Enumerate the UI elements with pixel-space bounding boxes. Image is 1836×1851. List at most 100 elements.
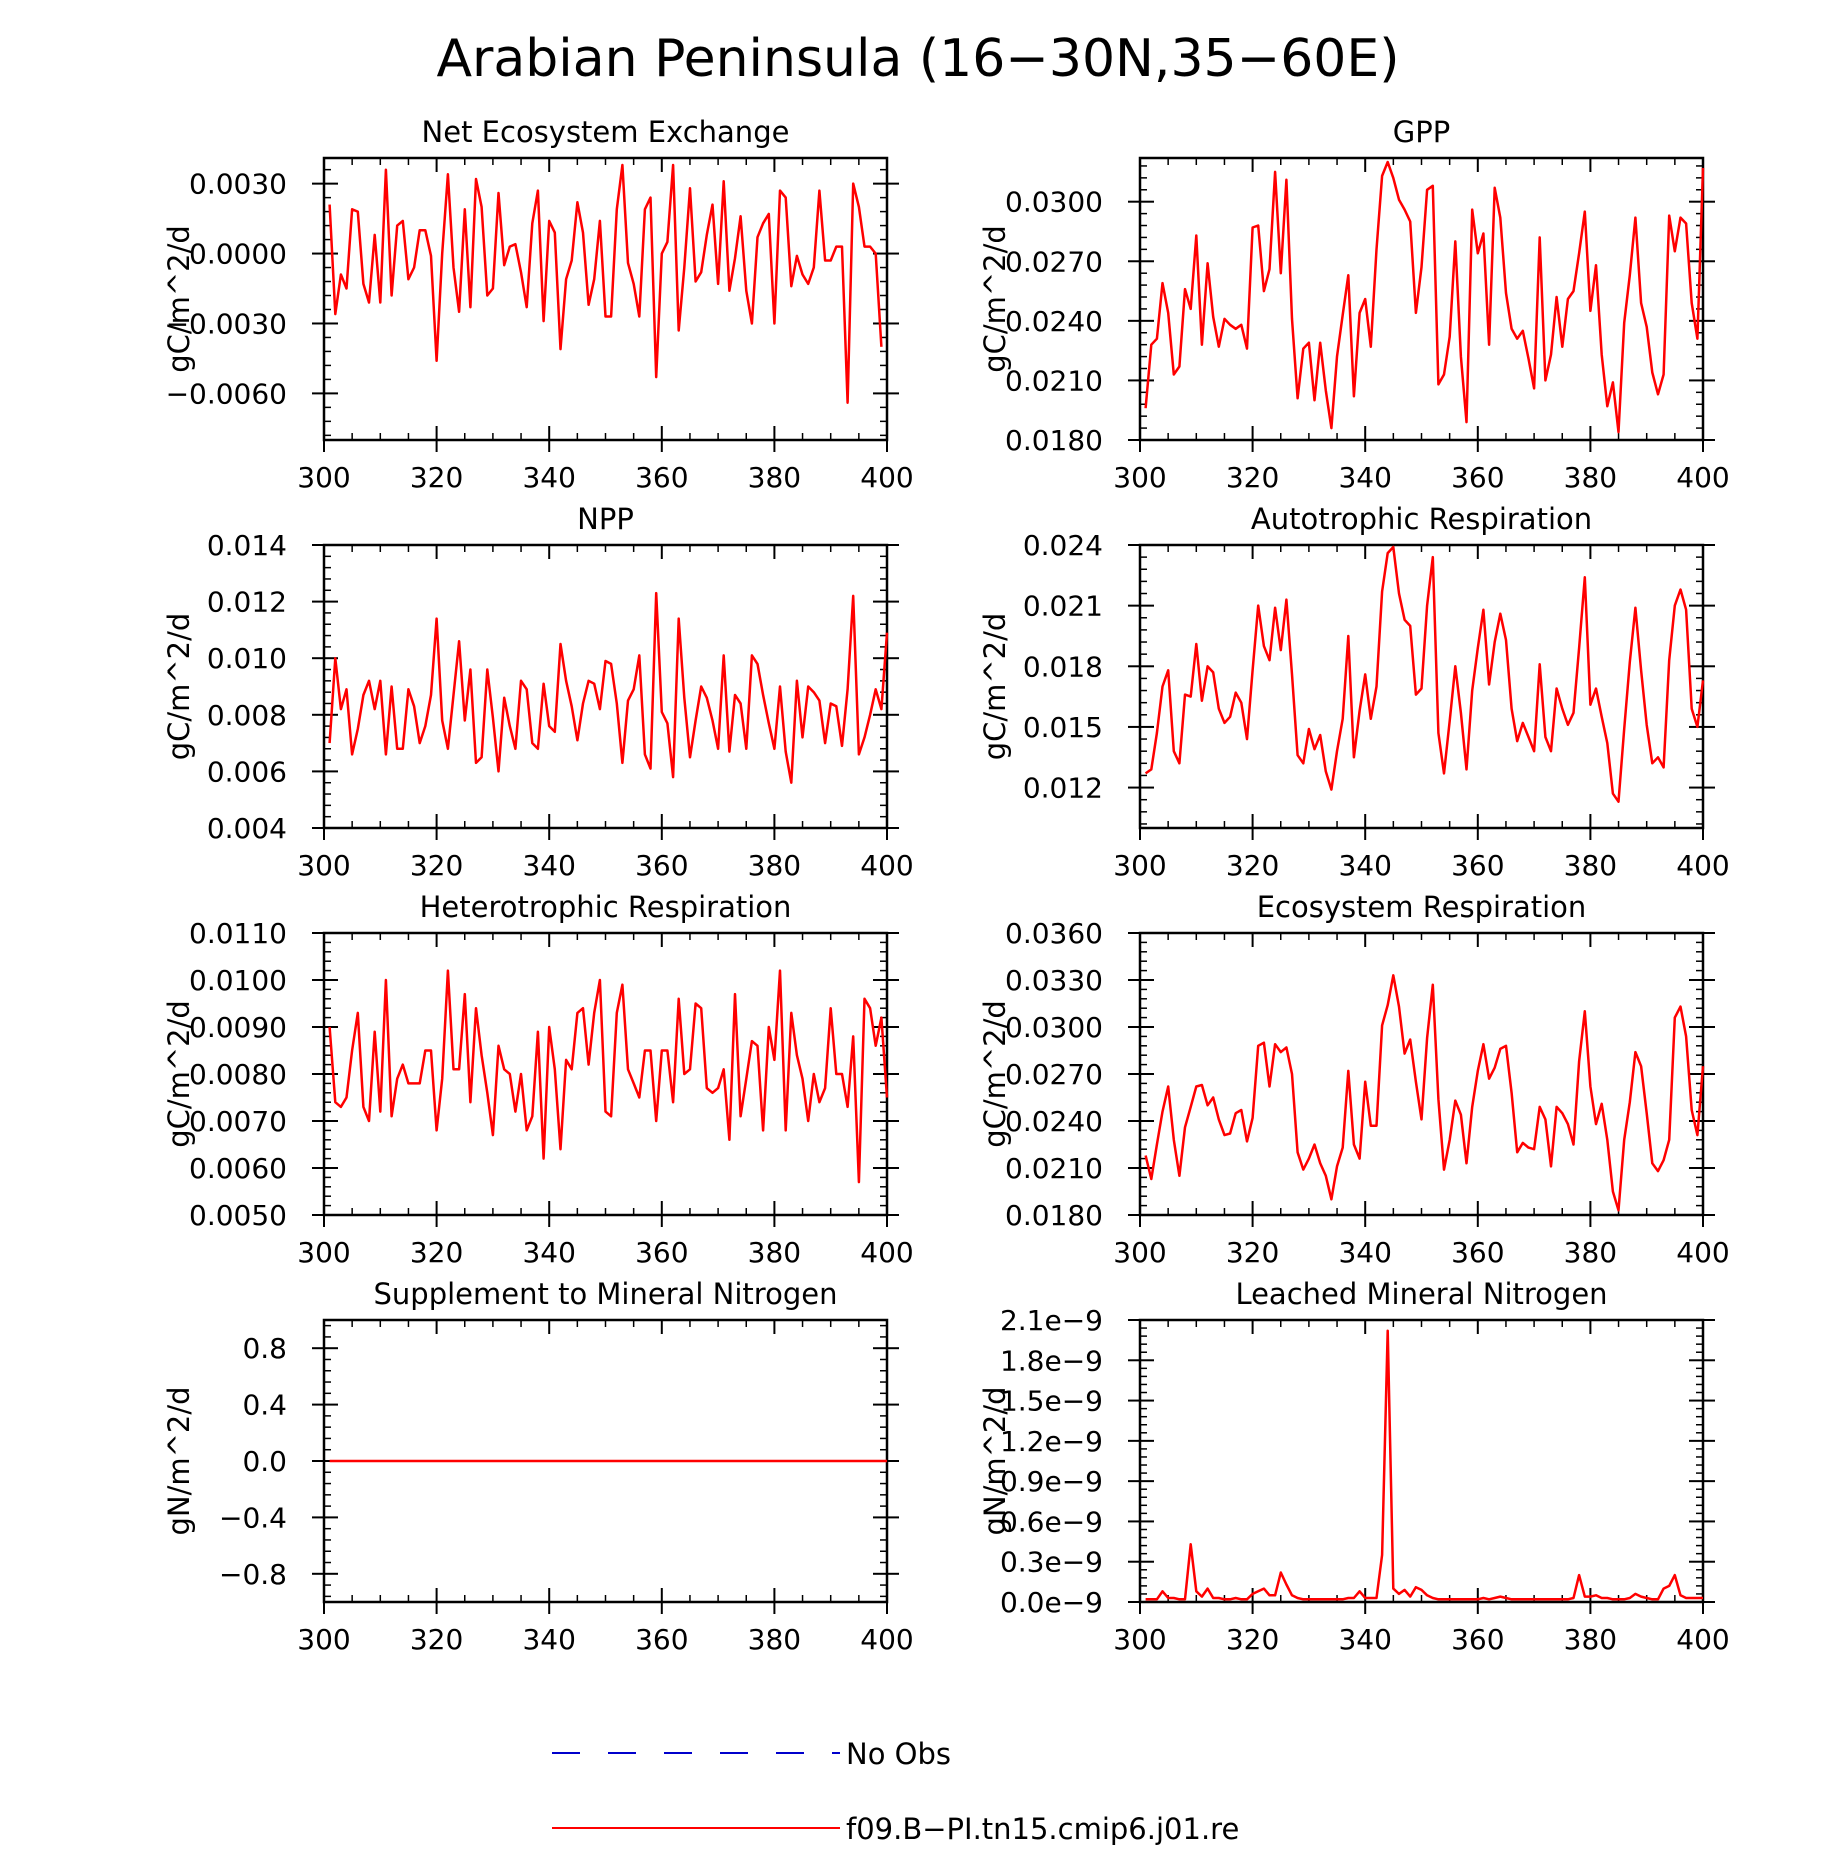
- x-tick-label: 380: [1564, 1623, 1617, 1656]
- series-line: [328, 591, 889, 784]
- y-tick-label: 1.5e−9: [1000, 1385, 1103, 1418]
- x-tick-label: 360: [1451, 1623, 1504, 1656]
- y-tick-label: 1.2e−9: [1000, 1425, 1103, 1458]
- x-tick-label: 340: [1338, 1623, 1391, 1656]
- series-line: [1144, 545, 1705, 803]
- ticks: [1128, 932, 1715, 1227]
- panels: Net Ecosystem Exchange gC/m^2/d 300 320 340 3…: [162, 115, 1730, 1656]
- ticks: [1128, 1319, 1715, 1614]
- x-tick-label: 300: [1113, 1236, 1166, 1269]
- y-tick-label: 0.6e−9: [1000, 1505, 1103, 1538]
- y-axis-label: gN/m^2/d: [162, 1386, 196, 1535]
- y-tick-label: 2.1e−9: [1000, 1304, 1103, 1337]
- y-tick-label: 0.0070: [189, 1105, 287, 1138]
- panel-title: GPP: [1393, 115, 1450, 149]
- x-tick-label: 380: [748, 461, 801, 494]
- legend-item-no-obs: No Obs: [552, 1737, 951, 1771]
- y-tick-label: 0.012: [207, 586, 287, 619]
- panel-4: Heterotrophic Respiration gC/m^2/d 300 320 3…: [162, 890, 914, 1269]
- y-axis-label: gC/m^2/d: [978, 613, 1012, 761]
- legend-item-model: f09.B−PI.tn15.cmip6.j01.re: [552, 1812, 1239, 1846]
- series-line: [328, 969, 889, 1184]
- plot-frame: [322, 543, 889, 830]
- y-tick-label: 0.0240: [1005, 1105, 1103, 1138]
- y-tick-label: 0.9e−9: [1000, 1465, 1103, 1498]
- x-tick-label: 300: [1113, 461, 1166, 494]
- x-tick-label: 380: [1564, 461, 1617, 494]
- x-tick-label: 400: [860, 1236, 913, 1269]
- y-axis-label: gC/m^2/d: [978, 1000, 1012, 1148]
- figure-title: Arabian Peninsula (16−30N,35−60E): [436, 29, 1399, 89]
- y-tick-label: 0.0270: [1005, 245, 1103, 278]
- x-tick-label: 320: [1226, 1623, 1279, 1656]
- x-tick-label: 300: [1113, 1623, 1166, 1656]
- y-tick-label: 0.014: [207, 529, 287, 562]
- y-tick-label: 0.0e−9: [1000, 1586, 1103, 1619]
- y-tick-label: 0.004: [207, 812, 287, 845]
- x-tick-label: 400: [860, 849, 913, 882]
- series-line: [1144, 974, 1705, 1212]
- x-tick-label: 360: [1451, 849, 1504, 882]
- y-tick-label: 0.0240: [1005, 305, 1103, 338]
- x-tick-label: 320: [410, 1236, 463, 1269]
- y-tick-label: −0.0060: [166, 377, 287, 410]
- x-tick-label: 380: [748, 1623, 801, 1656]
- panel-title: Supplement to Mineral Nitrogen: [374, 1277, 838, 1311]
- ticks: [1128, 158, 1715, 452]
- series-line: [1144, 160, 1705, 434]
- x-tick-label: 340: [522, 461, 575, 494]
- x-tick-label: 360: [635, 849, 688, 882]
- y-tick-label: 0.006: [207, 755, 287, 788]
- x-tick-label: 360: [1451, 1236, 1504, 1269]
- x-tick-label: 380: [1564, 849, 1617, 882]
- ticks: [312, 1320, 899, 1614]
- x-tick-label: 380: [748, 849, 801, 882]
- x-tick-label: 400: [1676, 849, 1729, 882]
- x-tick-label: 360: [1451, 461, 1504, 494]
- ticks: [312, 544, 899, 840]
- x-tick-label: 320: [410, 849, 463, 882]
- x-tick-label: 300: [297, 849, 350, 882]
- y-tick-label: −0.4: [219, 1501, 287, 1534]
- plot-frame: [1138, 156, 1705, 442]
- x-tick-label: 380: [1564, 1236, 1617, 1269]
- x-tick-label: 340: [522, 849, 575, 882]
- x-tick-label: 380: [748, 1236, 801, 1269]
- x-tick-label: 340: [1338, 1236, 1391, 1269]
- y-tick-label: 0.0100: [189, 964, 287, 997]
- y-tick-label: 0.0300: [1005, 1011, 1103, 1044]
- ticks: [312, 932, 899, 1227]
- legend-label-model: f09.B−PI.tn15.cmip6.j01.re: [846, 1812, 1239, 1846]
- y-tick-label: 0.0210: [1005, 364, 1103, 397]
- x-tick-label: 360: [635, 1623, 688, 1656]
- y-tick-label: 0.0300: [1005, 186, 1103, 219]
- y-tick-label: 0.0180: [1005, 424, 1103, 457]
- panel-2: NPP gC/m^2/d 300 320 340 360 380 400 0.014 0.012 0…: [162, 502, 914, 882]
- y-axis-label: gN/m^2/d: [978, 1386, 1012, 1535]
- y-tick-label: 1.8e−9: [1000, 1344, 1103, 1377]
- y-tick-label: 0.008: [207, 699, 287, 732]
- x-tick-label: 400: [860, 1623, 913, 1656]
- x-tick-label: 300: [1113, 849, 1166, 882]
- plot-frame: [1138, 931, 1705, 1217]
- legend: No Obs f09.B−PI.tn15.cmip6.j01.re: [552, 1737, 1239, 1846]
- y-tick-label: 0.0050: [189, 1199, 287, 1232]
- panel-title: Heterotrophic Respiration: [420, 890, 792, 924]
- x-tick-label: 340: [1338, 849, 1391, 882]
- panel-title: NPP: [577, 502, 634, 536]
- x-tick-label: 400: [1676, 461, 1729, 494]
- y-tick-label: 0.021: [1023, 590, 1103, 623]
- panel-0: Net Ecosystem Exchange gC/m^2/d 300 320 340 3…: [162, 115, 914, 494]
- ticks: [312, 158, 899, 452]
- panel-title: Autotrophic Respiration: [1251, 502, 1592, 536]
- panel-3: Autotrophic Respiration gC/m^2/d 300 320 340…: [978, 502, 1730, 882]
- y-tick-label: 0.0000: [189, 238, 287, 271]
- panel-title: Ecosystem Respiration: [1257, 890, 1587, 924]
- y-axis-label: gC/m^2/d: [162, 1000, 196, 1148]
- x-tick-label: 320: [1226, 1236, 1279, 1269]
- panel-title: Leached Mineral Nitrogen: [1235, 1277, 1607, 1311]
- y-tick-label: 0.3e−9: [1000, 1546, 1103, 1579]
- panel-7: Leached Mineral Nitrogen gN/m^2/d 300 320 34…: [978, 1277, 1730, 1656]
- y-tick-label: −0.8: [219, 1558, 287, 1591]
